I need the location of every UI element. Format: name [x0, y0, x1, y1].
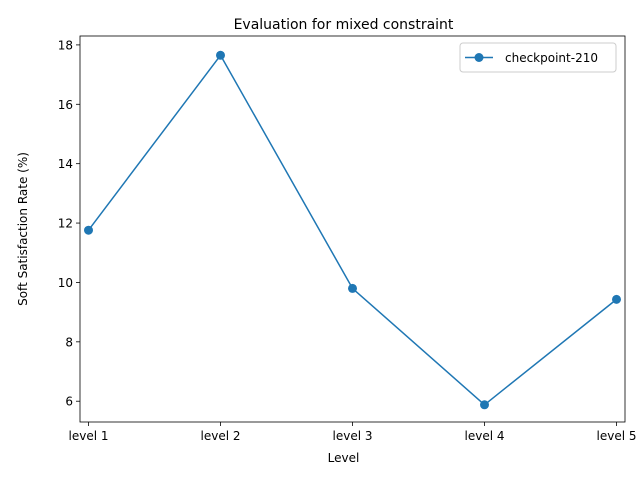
y-tick-label: 8 — [65, 335, 73, 349]
x-tick-label: level 2 — [201, 429, 241, 443]
y-tick-label: 14 — [58, 157, 73, 171]
x-axis-label: Level — [328, 451, 360, 465]
data-point — [84, 225, 93, 235]
x-tick-label: level 3 — [333, 429, 373, 443]
x-tick-label: level 5 — [597, 429, 637, 443]
legend: checkpoint-210 — [459, 42, 617, 73]
data-point — [348, 283, 357, 293]
data-point — [480, 400, 489, 410]
y-axis-label: Soft Satisfaction Rate (%) — [16, 152, 30, 306]
y-tick-label: 12 — [58, 217, 73, 231]
legend-marker — [474, 53, 484, 62]
legend-box — [459, 42, 617, 73]
data-point — [612, 294, 621, 304]
series-layer — [84, 50, 621, 410]
x-axis-ticks: level 1 level 2 level 3 level 4 level 5 — [69, 422, 637, 443]
legend-entry-label: checkpoint-210 — [505, 51, 598, 65]
data-point — [216, 50, 225, 60]
x-tick-label: level 4 — [465, 429, 505, 443]
x-tick-label: level 1 — [69, 429, 109, 443]
y-tick-label: 10 — [58, 276, 73, 290]
y-tick-label: 18 — [58, 38, 73, 52]
y-tick-label: 16 — [58, 98, 73, 112]
chart-title: Evaluation for mixed constraint — [234, 17, 454, 33]
y-tick-label: 6 — [65, 395, 73, 409]
y-axis-ticks: 6 8 10 12 14 16 18 — [58, 38, 80, 409]
